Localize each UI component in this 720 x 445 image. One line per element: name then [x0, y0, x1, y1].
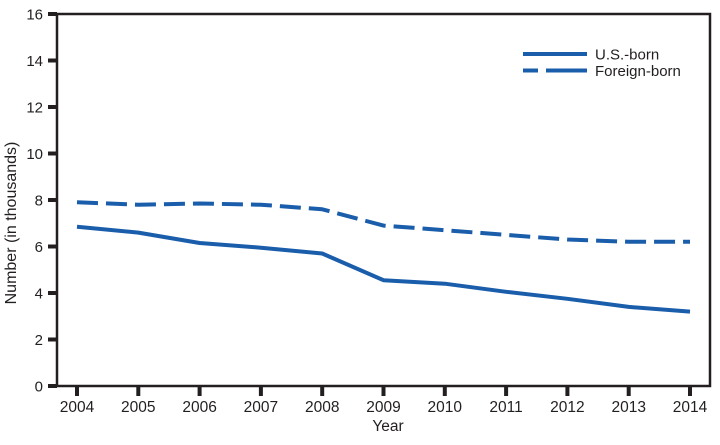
- x-axis-title: Year: [372, 418, 403, 435]
- x-tick-label: 2007: [244, 399, 278, 416]
- y-tick-label: 4: [35, 286, 43, 303]
- x-tick-label: 2012: [550, 399, 584, 416]
- legend-label-foreign-born: Foreign-born: [595, 63, 681, 80]
- y-tick-label: 6: [35, 239, 43, 256]
- series-line-u-s-born: [76, 224, 691, 314]
- y-tick-label: 0: [35, 379, 43, 396]
- x-tick-label: 2014: [673, 399, 708, 416]
- y-tick-label: 14: [26, 53, 43, 70]
- y-tick-label: 12: [26, 100, 43, 117]
- x-tick-label: 2008: [305, 399, 339, 416]
- y-tick-label: 8: [35, 193, 43, 210]
- x-tick-label: 2006: [182, 399, 216, 416]
- plot-area: 0 2 4 6 8 10 12 14 16 2004 2005 2006 2007 2008 2009 201…: [26, 7, 712, 416]
- series-line-foreign-born: [76, 200, 690, 244]
- x-tick-label: 2013: [611, 399, 645, 416]
- y-tick-label: 10: [26, 146, 43, 163]
- x-tick-label: 2009: [366, 399, 400, 416]
- legend-label-us-born: U.S.-born: [595, 47, 659, 64]
- y-tick-label: 2: [35, 332, 43, 349]
- y-tick-label: 16: [26, 7, 43, 24]
- y-axis-title: Number (in thousands): [3, 142, 20, 305]
- x-tick-label: 2011: [489, 399, 522, 416]
- x-tick-label: 2004: [60, 399, 95, 416]
- x-tick-label: 2010: [428, 399, 463, 416]
- x-tick-label: 2005: [121, 399, 155, 416]
- legend: U.S.-born Foreign-born: [523, 47, 681, 80]
